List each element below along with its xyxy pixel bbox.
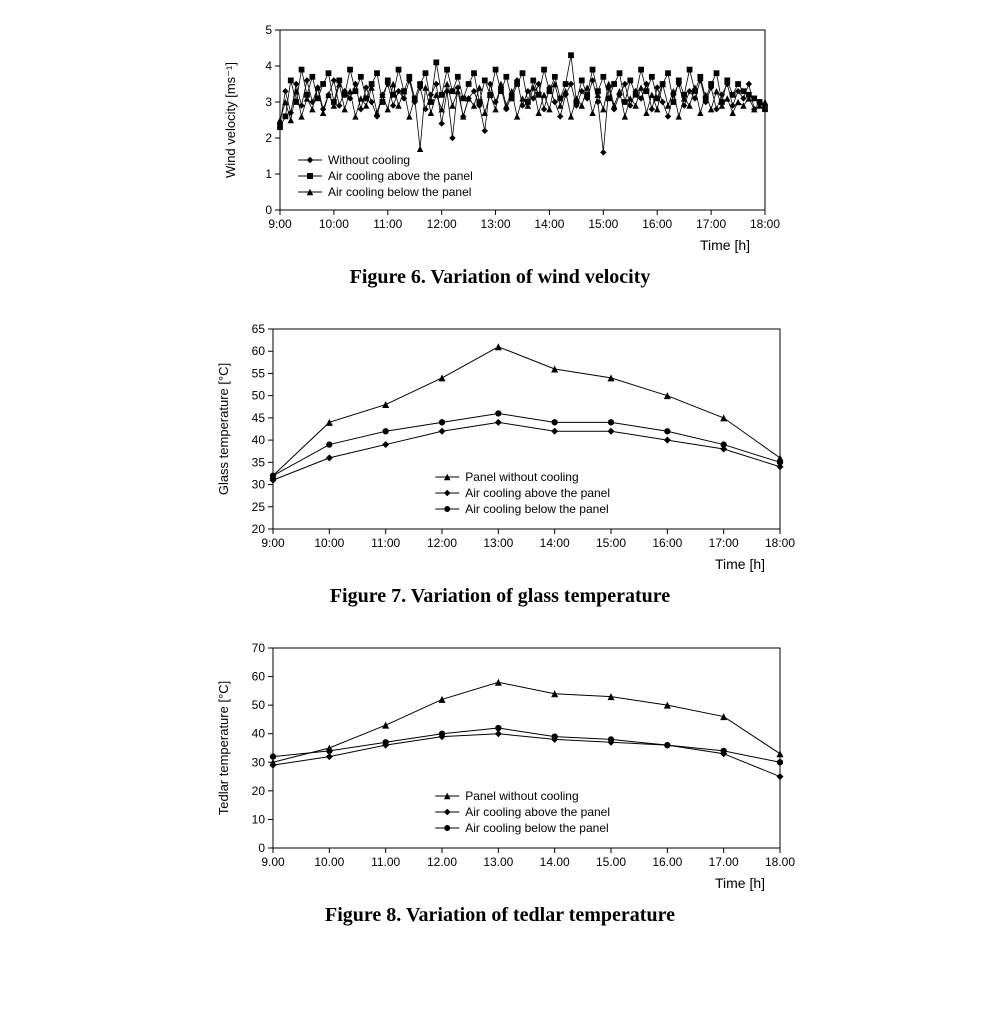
svg-text:16:00: 16:00 [652,536,682,550]
svg-text:14:00: 14:00 [534,217,564,231]
svg-text:17:00: 17:00 [709,536,739,550]
svg-text:12:00: 12:00 [427,217,457,231]
svg-text:10.00: 10.00 [314,855,344,869]
svg-text:60: 60 [252,344,266,358]
svg-text:11.00: 11.00 [371,855,400,869]
svg-text:60: 60 [252,670,266,684]
fig7-chart: 20 25 30 35 40 45 50 55 60 65 9:00 10:00 11:00 12:00 1… [205,319,795,579]
svg-text:Without cooling: Without cooling [328,153,410,167]
svg-text:15.00: 15.00 [596,855,626,869]
svg-text:9.00: 9.00 [261,855,285,869]
svg-text:17.00: 17.00 [709,855,739,869]
svg-text:Time [h]: Time [h] [700,237,750,253]
svg-text:50: 50 [252,698,266,712]
svg-text:16:00: 16:00 [642,217,672,231]
svg-text:18.00: 18.00 [765,855,795,869]
svg-text:Tedlar temperature [°C]: Tedlar temperature [°C] [216,681,231,816]
svg-text:Panel without cooling: Panel without cooling [465,470,578,484]
figure-7: 20 25 30 35 40 45 50 55 60 65 9:00 10:00 11:00 12:00 1… [200,319,800,608]
svg-text:12.00: 12.00 [427,855,457,869]
svg-text:4: 4 [265,59,272,73]
svg-text:12:00: 12:00 [427,536,457,550]
svg-text:17:00: 17:00 [696,217,726,231]
svg-text:9:00: 9:00 [261,536,285,550]
svg-text:11:00: 11:00 [371,536,400,550]
svg-text:Time [h]: Time [h] [715,875,765,891]
figure-8: 0 10 20 30 40 50 60 70 9.00 10.00 11.00 12.00 13.00 1… [200,638,800,927]
svg-text:Wind velocity [ms⁻¹]: Wind velocity [ms⁻¹] [223,62,238,178]
svg-text:20: 20 [252,522,266,536]
svg-text:10:00: 10:00 [319,217,349,231]
svg-text:18:00: 18:00 [765,536,795,550]
svg-text:Air cooling above the panel: Air cooling above the panel [465,486,610,500]
svg-text:50: 50 [252,389,266,403]
svg-text:0: 0 [265,203,272,217]
svg-text:13.00: 13.00 [483,855,513,869]
svg-text:2: 2 [265,131,272,145]
svg-text:Air cooling above the panel: Air cooling above the panel [465,805,610,819]
svg-text:Glass temperature [°C]: Glass temperature [°C] [216,363,231,495]
svg-text:Time [h]: Time [h] [715,556,765,572]
svg-text:10: 10 [252,812,266,826]
svg-text:14.00: 14.00 [540,855,570,869]
svg-text:13:00: 13:00 [481,217,511,231]
svg-text:Air cooling above the panel: Air cooling above the panel [328,169,473,183]
svg-text:15:00: 15:00 [588,217,618,231]
svg-text:Panel without cooling: Panel without cooling [465,789,578,803]
fig6-chart: 0 1 2 3 4 5 9:00 10:00 11:00 12:00 13:00 14:00 15:00… [220,20,780,260]
svg-text:11:00: 11:00 [373,217,402,231]
svg-text:20: 20 [252,784,266,798]
svg-text:35: 35 [252,455,266,469]
svg-text:30: 30 [252,478,266,492]
svg-text:3: 3 [265,95,272,109]
svg-text:5: 5 [265,23,272,37]
svg-text:55: 55 [252,366,266,380]
svg-text:0: 0 [258,841,265,855]
svg-text:45: 45 [252,411,266,425]
svg-text:14:00: 14:00 [540,536,570,550]
svg-text:15:00: 15:00 [596,536,626,550]
svg-text:1: 1 [265,167,272,181]
fig8-chart: 0 10 20 30 40 50 60 70 9.00 10.00 11.00 12.00 13.00 1… [205,638,795,898]
svg-text:Air cooling below the panel: Air cooling below the panel [328,185,471,199]
svg-text:Air cooling below the panel: Air cooling below the panel [465,502,608,516]
svg-text:40: 40 [252,727,266,741]
svg-text:18:00: 18:00 [750,217,780,231]
svg-text:9:00: 9:00 [268,217,292,231]
svg-text:25: 25 [252,500,266,514]
svg-text:13:00: 13:00 [483,536,513,550]
fig8-caption: Figure 8. Variation of tedlar temperatur… [200,904,800,927]
svg-text:40: 40 [252,433,266,447]
svg-text:70: 70 [252,641,266,655]
svg-text:30: 30 [252,755,266,769]
svg-text:Air cooling below the panel: Air cooling below the panel [465,821,608,835]
fig6-caption: Figure 6. Variation of wind velocity [200,266,800,289]
svg-text:65: 65 [252,322,266,336]
fig7-caption: Figure 7. Variation of glass temperature [200,585,800,608]
figure-6: 0 1 2 3 4 5 9:00 10:00 11:00 12:00 13:00 14:00 15:00… [200,20,800,289]
svg-text:10:00: 10:00 [314,536,344,550]
svg-text:16.00: 16.00 [652,855,682,869]
